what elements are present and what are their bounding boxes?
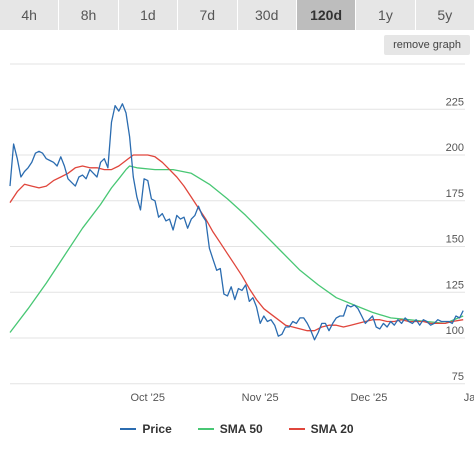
y-tick-label: 75: [452, 371, 464, 383]
legend-label-sma20: SMA 20: [310, 422, 354, 436]
tab-5y[interactable]: 5y: [415, 0, 474, 30]
legend-item-price[interactable]: Price: [120, 418, 172, 440]
y-tick-label: 200: [446, 142, 464, 154]
legend-swatch-price: [120, 428, 137, 430]
y-tick-label: 225: [446, 96, 464, 108]
timeframe-tabs: 4h 8h 1d 7d 30d 120d 1y 5y: [0, 0, 474, 30]
y-tick-label: 175: [446, 188, 464, 200]
remove-graph-button[interactable]: remove graph: [384, 35, 470, 55]
y-tick-label: 150: [446, 234, 464, 246]
series-line-sma50: [9, 165, 464, 333]
series-line-price: [9, 103, 464, 341]
chart-legend: Price SMA 50 SMA 20: [0, 418, 474, 440]
tab-8h[interactable]: 8h: [59, 0, 119, 30]
legend-label-sma50: SMA 50: [219, 422, 263, 436]
tab-1y[interactable]: 1y: [356, 0, 416, 30]
x-tick-label: Dec '25: [350, 392, 387, 404]
tab-30d[interactable]: 30d: [237, 0, 297, 30]
legend-item-sma20[interactable]: SMA 20: [288, 418, 354, 440]
x-tick-label: Oct '25: [131, 392, 166, 404]
y-tick-label: 125: [446, 279, 464, 291]
tab-4h[interactable]: 4h: [0, 0, 60, 30]
tab-1d[interactable]: 1d: [118, 0, 179, 30]
tab-120d[interactable]: 120d: [296, 0, 357, 30]
x-tick-label: Nov '25: [242, 392, 279, 404]
x-tick-label: Jan '26: [464, 392, 474, 404]
tab-7d[interactable]: 7d: [178, 0, 238, 30]
legend-swatch-sma20: [288, 428, 305, 430]
legend-item-sma50[interactable]: SMA 50: [197, 418, 263, 440]
y-tick-label: 100: [446, 325, 464, 337]
legend-swatch-sma50: [197, 428, 214, 430]
legend-label-price: Price: [142, 422, 172, 436]
series-line-sma20: [9, 154, 464, 332]
